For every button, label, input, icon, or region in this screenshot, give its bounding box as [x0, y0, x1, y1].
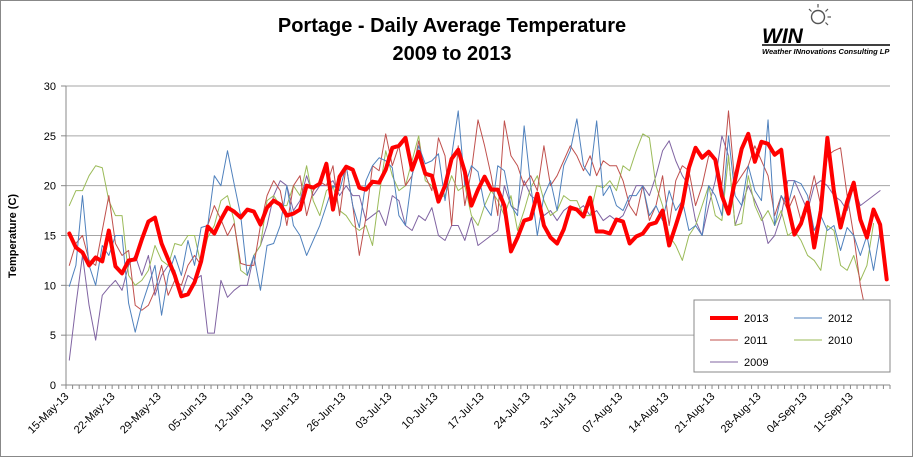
legend-label-2009: 2009 — [744, 357, 768, 369]
legend: 2013 2012 2011 2010 2009 — [693, 299, 891, 373]
chart-title-line-2: 2009 to 2013 — [393, 43, 512, 65]
y-tick-label: 30 — [44, 81, 56, 93]
y-tick-label: 20 — [44, 181, 56, 193]
y-axis-ticks: 0 5 10 15 20 25 30 — [44, 81, 66, 392]
legend-box — [693, 299, 891, 373]
y-tick-label: 0 — [50, 380, 56, 392]
y-tick-label: 10 — [44, 280, 56, 292]
legend-label-2012: 2012 — [828, 313, 852, 325]
legend-label-2013: 2013 — [744, 313, 768, 325]
win-logo: WIN Weather INnovations Consulting LP — [762, 4, 890, 56]
y-axis-label: Temperature (C) — [7, 194, 19, 278]
series-line-2013 — [67, 131, 889, 299]
chart-title-line-1: Portage - Daily Average Temperature — [278, 15, 626, 37]
legend-label-2010: 2010 — [828, 335, 852, 347]
series-line-2012 — [68, 110, 881, 333]
y-tick-label: 5 — [50, 330, 56, 342]
y-tick-label: 25 — [44, 131, 56, 143]
y-tick-label: 15 — [44, 231, 56, 243]
sun-icon — [808, 4, 831, 26]
legend-label-2011: 2011 — [744, 335, 768, 347]
series-line-2009 — [68, 135, 881, 361]
logo-mark: WIN — [762, 25, 804, 48]
series-lines — [67, 110, 889, 361]
logo-tagline: Weather INnovations Consulting LP — [762, 47, 890, 56]
